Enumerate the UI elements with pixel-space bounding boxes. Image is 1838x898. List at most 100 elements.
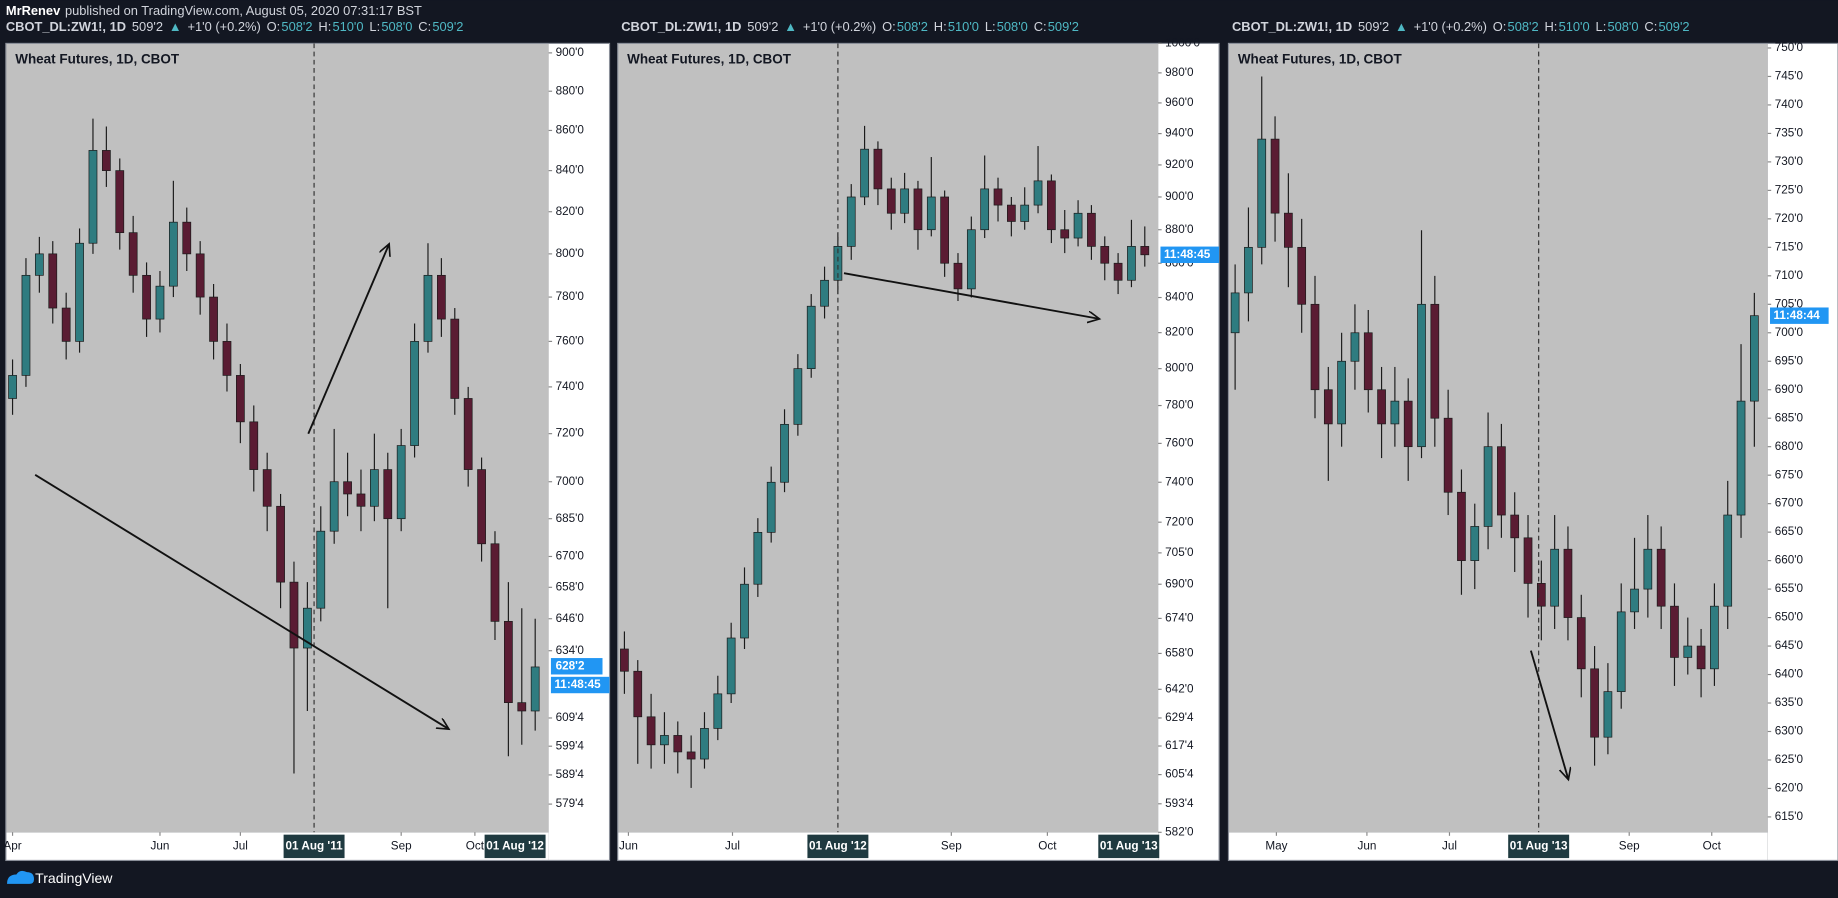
- y-tick-label: 695'0: [1775, 354, 1804, 367]
- time-axis: [5, 832, 549, 861]
- y-tick-label: 840'0: [556, 164, 585, 177]
- crosshair-label-box: [283, 834, 345, 859]
- x-tick-label: Jun: [619, 839, 638, 852]
- y-tick-label: 655'0: [1775, 582, 1804, 595]
- panel-edge: [5, 42, 611, 862]
- header-change-arrow: ▲: [169, 20, 182, 35]
- candle-body: [966, 229, 976, 290]
- price-label-box: [550, 658, 603, 675]
- published: published on TradingView.com, August 05,…: [65, 3, 422, 18]
- candle-body: [900, 188, 909, 214]
- candle-body: [1230, 292, 1240, 334]
- y-tick-label: 840'0: [1165, 291, 1194, 304]
- candle-body: [236, 375, 245, 423]
- y-tick-label: 735'0: [1775, 127, 1804, 140]
- candle-body: [1033, 180, 1043, 206]
- candle-body: [262, 469, 272, 507]
- price-label: 628'2: [556, 659, 585, 672]
- trend-arrow: [34, 473, 449, 729]
- candle-body: [1270, 138, 1280, 214]
- candle-body: [726, 637, 736, 695]
- logo: [7, 870, 34, 884]
- header-symbol: CBOT_DL:ZW1!, 1D: [1232, 20, 1352, 35]
- chart-title: Wheat Futures, 1D, CBOT: [15, 51, 180, 66]
- header-change-arrow: ▲: [784, 20, 797, 35]
- header-h-label: H:: [934, 20, 947, 35]
- y-tick-label: 745'0: [1775, 70, 1804, 83]
- x-tick-label: Jul: [233, 839, 248, 852]
- countdown-box: [1160, 246, 1220, 263]
- annotations: [34, 244, 1568, 780]
- y-tick-label: 720'0: [1165, 515, 1194, 528]
- candle-body: [1417, 303, 1426, 448]
- y-tick-label: 645'0: [1775, 639, 1804, 652]
- header-o-label: O:: [267, 20, 281, 35]
- x-tick-label: Sep: [391, 839, 412, 852]
- y-tick-label: 725'0: [1775, 183, 1804, 196]
- y-tick-label: 579'4: [556, 797, 585, 810]
- header-l-label: L:: [985, 20, 996, 35]
- chart-title: Wheat Futures, 1D, CBOT: [1238, 51, 1403, 66]
- y-tick-label: 680'0: [1775, 440, 1804, 453]
- y-tick-label: 582'0: [1165, 825, 1194, 838]
- y-tick-label: 620'0: [1775, 782, 1804, 795]
- y-tick-label: 635'0: [1775, 696, 1804, 709]
- candle-body: [48, 253, 58, 309]
- candle-body: [329, 481, 339, 532]
- candle-body: [1127, 246, 1136, 281]
- y-tick-label: 740'0: [1775, 98, 1804, 111]
- header-h: 510'0: [332, 20, 363, 35]
- y-tick-label: 674'0: [1165, 612, 1194, 625]
- candle-body: [34, 253, 44, 276]
- header-c: 509'2: [432, 20, 463, 35]
- y-tick-label: 690'0: [1165, 577, 1194, 590]
- y-tick-label: 609'4: [556, 711, 585, 724]
- candle-body: [1087, 212, 1096, 247]
- y-tick-label: 900'0: [556, 46, 585, 59]
- header-symbol: CBOT_DL:ZW1!, 1D: [6, 20, 126, 35]
- candle-body: [1670, 605, 1679, 658]
- candle-body: [1656, 548, 1666, 607]
- x-tick-label: Oct: [466, 839, 485, 852]
- y-tick-label: 700'0: [556, 475, 585, 488]
- candle-body: [953, 262, 963, 290]
- candle-body: [61, 307, 71, 342]
- y-tick-label: 860'0: [556, 124, 585, 137]
- y-tick-label: 960'0: [1165, 96, 1194, 109]
- y-tick-label: 760'0: [1165, 436, 1194, 449]
- y-tick-label: 642'0: [1165, 682, 1194, 695]
- candle-body: [209, 296, 218, 342]
- y-tick-label: 685'0: [556, 512, 585, 525]
- crosshair-label: 01 Aug '11: [286, 839, 344, 852]
- y-tick-label: 880'0: [556, 84, 585, 97]
- time-axis: [617, 832, 1159, 861]
- footer: TradingView: [7, 870, 113, 886]
- candle-body: [249, 421, 259, 470]
- candle-body: [1576, 617, 1586, 670]
- crosshair-label-box: [1508, 834, 1570, 859]
- header-c-label: C:: [1034, 20, 1047, 35]
- header-change: +1'0 (+0.2%): [187, 20, 260, 35]
- candle-body: [1007, 204, 1016, 222]
- last-bar-label: 01 Aug '12: [486, 839, 544, 852]
- y-tick-label: 705'0: [1775, 297, 1804, 310]
- header-h-label: H:: [318, 20, 331, 35]
- header-c-label: C:: [418, 20, 431, 35]
- candle-body: [1350, 332, 1360, 362]
- candle-body: [700, 728, 709, 760]
- y-tick-label: 740'0: [1165, 475, 1194, 488]
- y-tick-label: 780'0: [1165, 399, 1194, 412]
- candle-body: [75, 242, 84, 342]
- candle-body: [504, 621, 513, 703]
- y-tick-label: 670'0: [556, 550, 585, 563]
- y-tick-label: 629'4: [1165, 711, 1194, 724]
- header-last: 509'2: [132, 20, 163, 35]
- y-tick-label: 820'0: [556, 205, 585, 218]
- y-tick-label: 740'0: [556, 380, 585, 393]
- candle-body: [1470, 526, 1480, 561]
- candle-body: [101, 150, 111, 171]
- candle-body: [128, 232, 138, 276]
- candle-body: [686, 751, 696, 760]
- candle-body: [1060, 229, 1070, 239]
- candle-body: [437, 274, 446, 320]
